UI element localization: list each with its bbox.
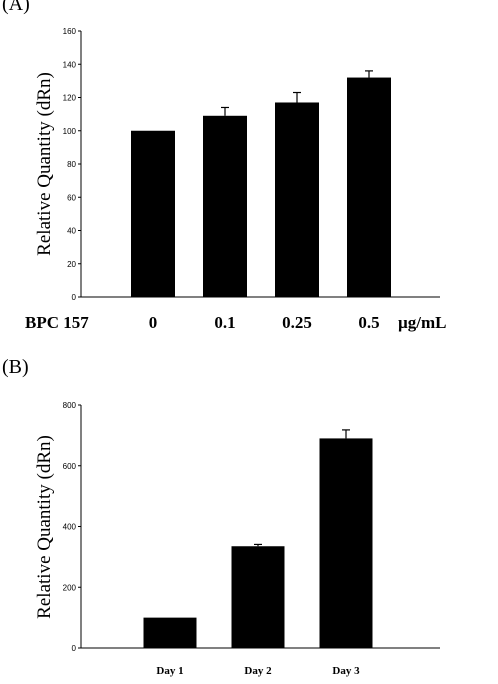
- chart-a-y-tick-label: 0: [72, 293, 77, 302]
- chart-b-category-label: Day 2: [244, 665, 272, 677]
- chart-b-category-label: Day 1: [156, 665, 183, 677]
- chart-b-bar: [143, 617, 197, 648]
- chart-b-y-tick-label: 200: [63, 583, 77, 592]
- chart-a-y-tick-label: 100: [63, 127, 77, 136]
- chart-b-category-label: Day 3: [332, 665, 360, 677]
- chart-a-bar: [131, 130, 175, 297]
- chart-a-y-tick-label: 40: [67, 227, 76, 236]
- chart-a-bar: [203, 115, 247, 297]
- chart-b-y-tick-label: 400: [63, 523, 77, 532]
- chart-b-y-tick-label: 800: [63, 401, 77, 410]
- chart-a-x-axis-label: BPC 157: [25, 313, 89, 332]
- panel-a-label: (A): [2, 0, 30, 15]
- chart-a-y-tick-label: 140: [63, 60, 77, 69]
- chart-a-y-tick-label: 60: [67, 193, 76, 202]
- chart-a-y-axis-label: Relative Quantity (dRn): [34, 72, 55, 256]
- chart-a-y-tick-label: 80: [67, 160, 76, 169]
- chart-b-bar: [319, 438, 373, 648]
- chart-a-unit-label: µg/mL: [398, 313, 447, 332]
- panel-b-label: (B): [2, 356, 29, 378]
- chart-a-bar: [275, 102, 319, 297]
- chart-b-y-axis-label: Relative Quantity (dRn): [34, 435, 55, 619]
- chart-a-y-tick-label: 120: [63, 94, 77, 103]
- chart-b-bar: [231, 546, 285, 648]
- chart-a-category-label: 0.5: [358, 313, 379, 332]
- chart-b-y-tick-label: 600: [63, 462, 77, 471]
- chart-a-bar: [347, 77, 391, 297]
- chart-a-y-tick-label: 20: [67, 260, 76, 269]
- chart-b-y-tick-label: 0: [72, 644, 77, 653]
- chart-a-category-label: 0.1: [214, 313, 235, 332]
- chart-a-category-label: 0.25: [282, 313, 312, 332]
- chart-a-category-label: 0: [149, 313, 158, 332]
- chart-a-y-tick-label: 160: [63, 27, 77, 36]
